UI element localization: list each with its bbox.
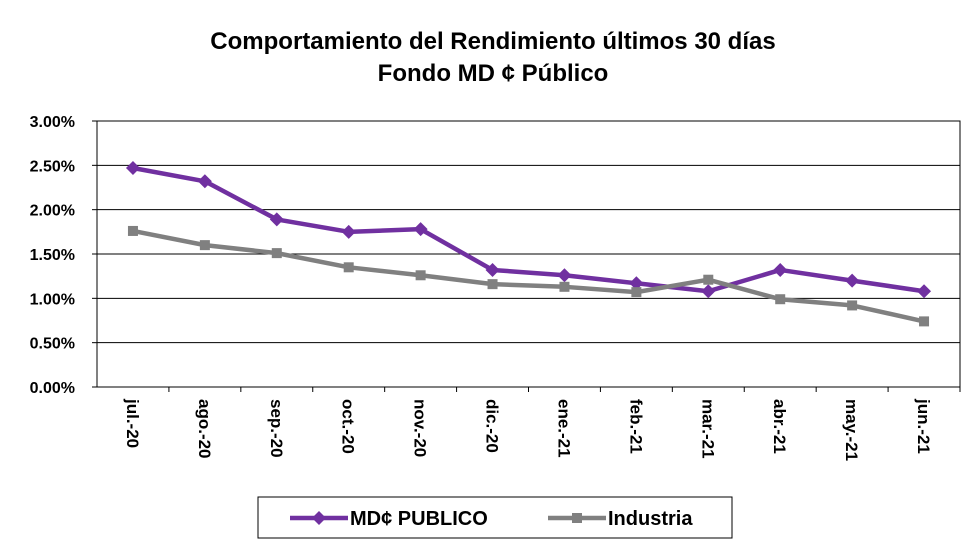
x-tick-label: jul.-20 (123, 398, 142, 448)
x-tick-label: jun.-21 (914, 398, 933, 454)
marker (773, 262, 788, 277)
marker (312, 511, 326, 525)
chart-subtitle: Fondo MD ¢ Público (378, 60, 609, 87)
x-tick-label: abr.-21 (770, 399, 789, 454)
x-tick-label: feb.-21 (626, 399, 645, 454)
legend-label: Industria (608, 508, 693, 530)
marker (701, 284, 716, 299)
marker (341, 224, 356, 239)
marker (845, 273, 860, 288)
y-tick-label: 2.00% (30, 203, 75, 220)
marker (199, 240, 210, 251)
marker (413, 222, 428, 237)
x-tick-label: nov.-20 (411, 399, 430, 457)
marker (703, 274, 714, 285)
marker (415, 270, 426, 281)
y-tick-label: 0.00% (30, 380, 75, 397)
series-line (132, 228, 925, 324)
x-tick-label: mar.-21 (698, 399, 717, 459)
marker (125, 160, 140, 175)
marker (485, 262, 500, 277)
x-tick-label: ago.-20 (195, 399, 214, 459)
marker (127, 225, 138, 236)
y-tick-label: 0.50% (30, 336, 75, 353)
marker (197, 174, 212, 189)
x-tick-label: oct.-20 (339, 399, 358, 454)
marker (559, 281, 570, 292)
marker (343, 262, 354, 273)
x-tick-label: dic.-20 (483, 399, 502, 453)
marker (269, 212, 284, 227)
marker (487, 279, 498, 290)
legend-label: MD¢ PUBLICO (350, 508, 488, 530)
marker (775, 294, 786, 305)
marker (919, 316, 930, 327)
y-tick-label: 2.50% (30, 158, 75, 175)
y-tick-label: 1.50% (30, 247, 75, 264)
x-tick-label: sep.-20 (267, 399, 286, 458)
x-tick-label: may.-21 (842, 399, 861, 461)
marker (557, 268, 572, 283)
marker (917, 284, 932, 299)
marker (631, 287, 642, 298)
marker (629, 276, 644, 291)
series-line (132, 165, 925, 294)
y-tick-label: 3.00% (30, 114, 75, 131)
chart-title: Comportamiento del Rendimiento últimos 3… (210, 28, 775, 55)
marker (271, 248, 282, 259)
y-tick-label: 1.00% (30, 291, 75, 308)
marker (847, 300, 858, 311)
marker (572, 513, 582, 523)
x-tick-label: ene.-21 (554, 399, 573, 458)
